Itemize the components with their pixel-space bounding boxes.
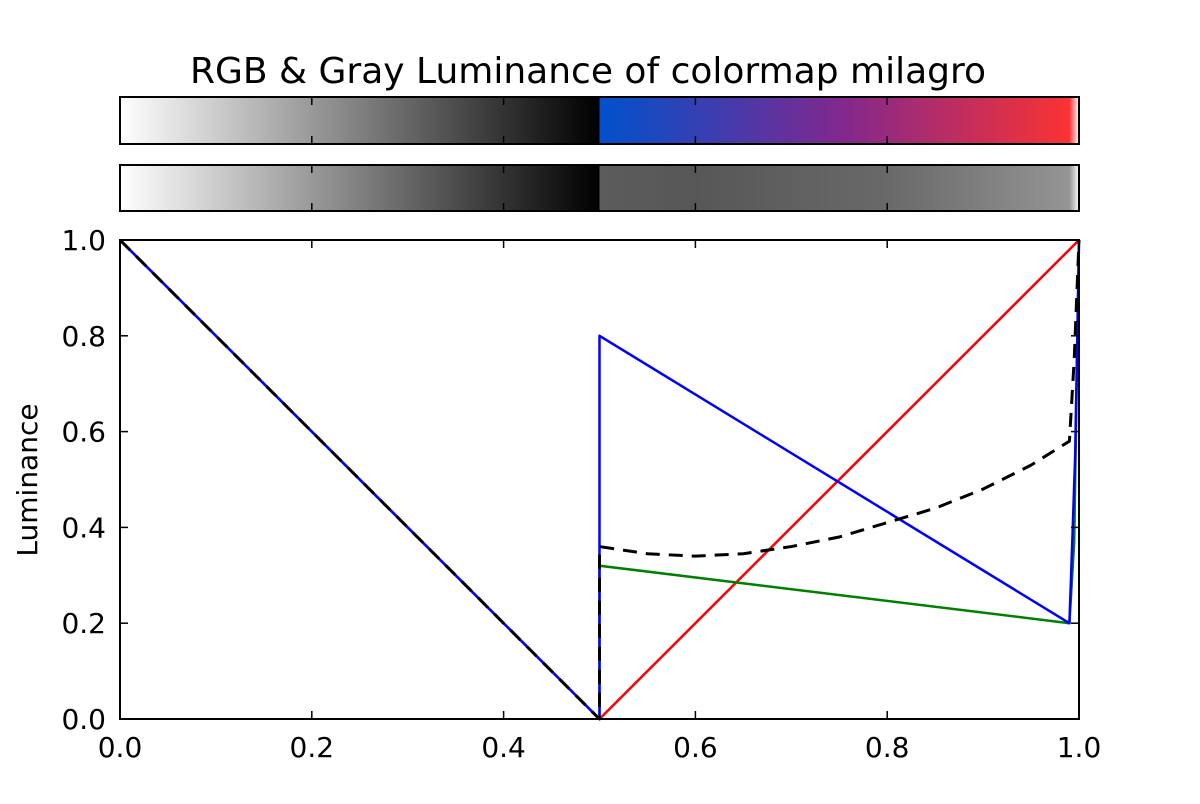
plot-frame (119, 239, 1080, 720)
y-axis-label: Luminance (11, 403, 44, 556)
x-tick-label: 0.6 (673, 731, 718, 764)
y-tick-label: 0.0 (61, 703, 106, 736)
colorbar-gray (119, 164, 1080, 212)
y-tick-label: 0.6 (61, 416, 106, 449)
x-tick-label: 0.4 (481, 731, 526, 764)
y-tick-label: 0.8 (61, 320, 106, 353)
plot-area: 0.0 0.2 0.4 0.6 0.8 1.0 0.0 0.2 0.4 0.6 0.8 1.0 (61, 224, 1101, 764)
colorbar-color (119, 96, 1080, 145)
y-tick-label: 0.2 (61, 607, 106, 640)
y-tick-label: 0.4 (61, 511, 106, 544)
x-tick-label: 0.2 (290, 731, 335, 764)
y-tick-label: 1.0 (61, 224, 106, 257)
x-tick-label: 0.0 (98, 731, 143, 764)
series-line-3 (118, 238, 1081, 721)
x-tick-label: 0.8 (865, 731, 910, 764)
x-tick-label: 1.0 (1057, 731, 1102, 764)
series-group (118, 238, 1081, 721)
colorbars (119, 96, 1080, 212)
chart-title: RGB & Gray Luminance of colormap milagro (190, 51, 986, 92)
